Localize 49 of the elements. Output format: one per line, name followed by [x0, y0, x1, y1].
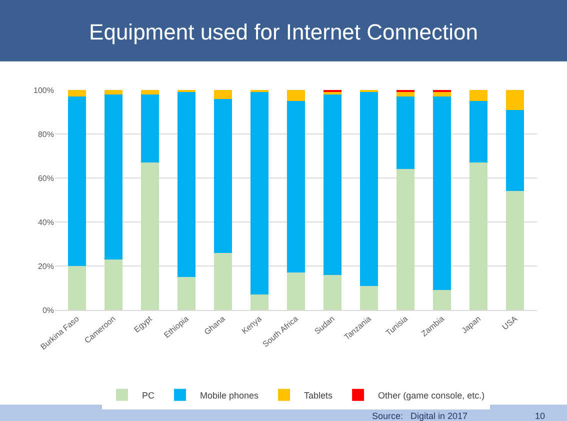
bar: [104, 94, 123, 260]
chart-title: Equipment used for Internet Connection: [89, 19, 478, 44]
bar: [286, 90, 306, 101]
legend-label: Mobile phones: [200, 390, 260, 400]
bar: [214, 90, 232, 99]
bar: [104, 259, 123, 310]
y-tick-label: 40%: [38, 218, 54, 227]
bar: [250, 294, 269, 310]
bar: [432, 92, 452, 97]
legend-label: PC: [142, 390, 156, 400]
bar: [250, 92, 269, 295]
bar: [396, 92, 415, 97]
y-tick-label: 100%: [34, 86, 54, 95]
x-tick-label: USA: [500, 314, 520, 332]
bar: [506, 191, 524, 310]
bar: [177, 277, 196, 310]
legend-label: Other (game console, etc.): [378, 390, 485, 400]
y-tick-label: 60%: [38, 174, 54, 183]
bar: [104, 90, 123, 94]
y-tick-label: 0%: [42, 306, 54, 315]
bar: [68, 266, 86, 310]
bar: [140, 94, 160, 163]
bar: [68, 90, 86, 97]
bar: [360, 286, 378, 310]
bar: [469, 162, 488, 310]
legend-label: Tablets: [304, 390, 334, 400]
bar: [432, 290, 452, 310]
y-tick-label: 20%: [38, 262, 54, 271]
bar: [323, 274, 342, 310]
bar: [469, 90, 488, 101]
bar: [396, 96, 415, 170]
bar: [360, 92, 378, 286]
y-tick-label: 80%: [38, 130, 54, 139]
source-note: Source: Digital in 2017: [372, 411, 468, 421]
bar: [286, 101, 306, 273]
bar: [396, 169, 415, 310]
bar: [506, 110, 524, 192]
bar: [286, 272, 306, 310]
bar: [177, 92, 196, 277]
bar: [506, 90, 524, 110]
bar: [469, 101, 488, 163]
bar: [140, 162, 160, 310]
bar: [432, 96, 452, 290]
bar: [323, 94, 342, 275]
bar: [68, 96, 86, 266]
text: 10: [535, 411, 546, 421]
bar: [214, 98, 232, 253]
bar: [214, 252, 232, 310]
bar: [140, 90, 160, 94]
